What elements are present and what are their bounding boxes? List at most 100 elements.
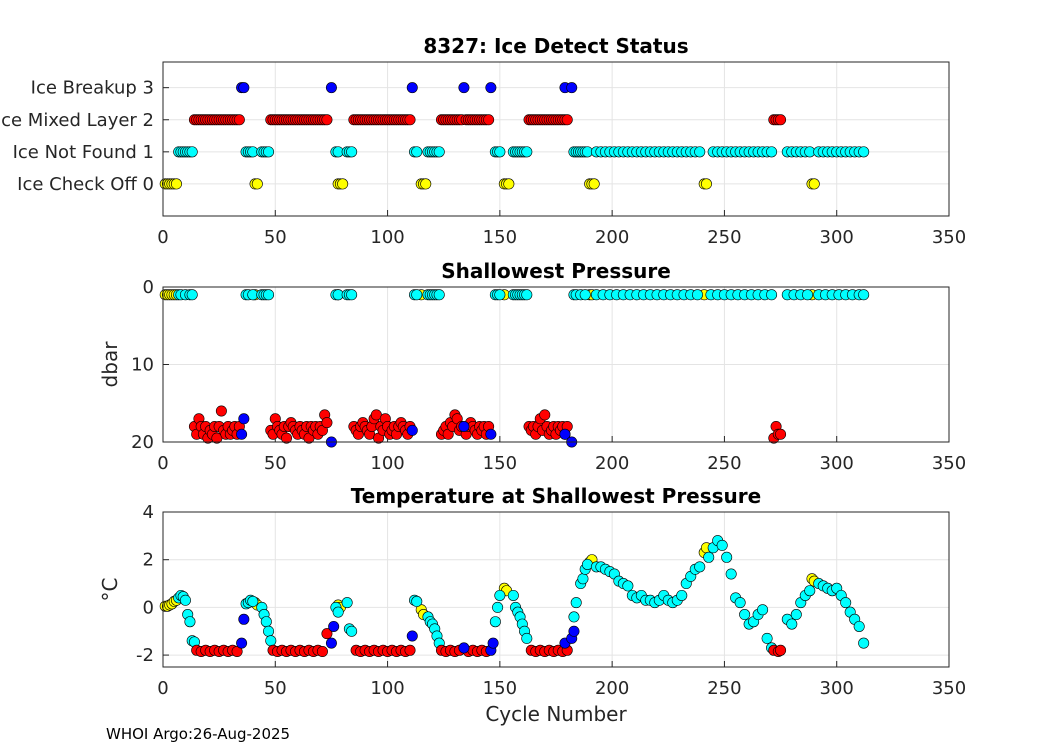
data-point	[734, 597, 746, 609]
data-point	[233, 114, 245, 126]
data-point	[840, 597, 852, 609]
data-point	[858, 146, 870, 158]
data-point	[579, 289, 591, 301]
data-point	[458, 82, 470, 94]
data-point	[238, 413, 250, 425]
data-point	[790, 609, 802, 621]
data-point	[858, 637, 870, 649]
data-point	[566, 82, 578, 94]
data-point	[251, 178, 263, 190]
x-tick-label: 250	[707, 453, 741, 474]
y-tick-label: Ice Not Found 1	[13, 142, 154, 163]
data-point	[265, 635, 277, 647]
data-point	[458, 642, 470, 654]
series-ice-not-found	[173, 146, 870, 158]
data-point	[703, 551, 715, 563]
x-tick-label: 300	[820, 453, 854, 474]
data-point	[622, 580, 634, 592]
data-point	[766, 289, 778, 301]
data-point	[236, 637, 248, 649]
plot-area	[163, 512, 949, 667]
data-point	[325, 637, 337, 649]
footer-credit: WHOI Argo:26-Aug-2025	[106, 725, 291, 743]
chart-panel-1: 0 50 100 150 200 250 300 350 Ice Check Off 0 Ice …	[0, 34, 966, 248]
data-point	[691, 289, 703, 301]
axes-frame	[162, 511, 950, 668]
data-point	[433, 289, 445, 301]
data-point	[503, 178, 515, 190]
data-point	[802, 289, 814, 301]
data-point	[236, 428, 248, 440]
x-tick-label: 250	[707, 678, 741, 699]
y-axis-label: °C	[98, 578, 122, 602]
data-point	[492, 601, 504, 613]
data-point	[739, 609, 751, 621]
data-point	[263, 289, 275, 301]
series-ice-breakup	[236, 82, 578, 94]
data-point	[694, 561, 706, 573]
y-tick-label: Ice Mixed Layer 2	[0, 110, 154, 131]
x-tick-label: 350	[932, 453, 966, 474]
data-point	[337, 178, 349, 190]
data-point	[588, 178, 600, 190]
data-point	[411, 289, 423, 301]
x-axis-label: Cycle Number	[485, 702, 627, 726]
x-tick-label: 0	[157, 453, 168, 474]
data-point	[485, 428, 497, 440]
data-point	[186, 146, 198, 158]
data-point	[808, 178, 820, 190]
y-tick-label: 10	[131, 355, 154, 376]
series-ice-breakup	[236, 613, 580, 656]
data-point	[321, 628, 333, 640]
data-point	[700, 178, 712, 190]
data-point	[332, 606, 344, 618]
chart-panel-2: 0 50 100 150 200 250 300 350 0 10 20 Shallowest Pre…	[98, 259, 966, 474]
y-tick-label: 20	[131, 432, 154, 453]
data-point	[411, 595, 423, 607]
x-tick-label: 50	[264, 678, 287, 699]
data-point	[483, 114, 495, 126]
data-point	[757, 604, 769, 616]
data-point	[494, 589, 506, 601]
data-point	[521, 632, 533, 644]
data-point	[406, 630, 418, 642]
data-point	[494, 289, 506, 301]
data-point	[404, 114, 416, 126]
x-tick-label: 0	[157, 227, 168, 248]
plot-area	[163, 62, 949, 216]
series-ice-mixed-layer	[191, 628, 787, 657]
data-point	[559, 428, 571, 440]
chart-title: Temperature at Shallowest Pressure	[351, 484, 761, 508]
x-tick-label: 100	[370, 227, 404, 248]
chart-title: 8327: Ice Detect Status	[423, 34, 688, 58]
y-axis-label: dbar	[98, 341, 122, 388]
data-point	[321, 114, 333, 126]
data-point	[561, 114, 573, 126]
x-tick-label: 50	[264, 227, 287, 248]
y-tick-label: Ice Breakup 3	[31, 78, 154, 99]
data-point	[341, 597, 353, 609]
y-tick-label: 2	[143, 550, 154, 571]
x-tick-label: 50	[264, 453, 287, 474]
data-point	[281, 432, 293, 444]
data-point	[406, 424, 418, 436]
data-point	[858, 289, 870, 301]
x-tick-label: 300	[820, 678, 854, 699]
series-ice-mixed-layer	[188, 114, 787, 126]
x-tick-label: 300	[820, 227, 854, 248]
data-point	[676, 589, 688, 601]
data-point	[721, 551, 733, 563]
data-point	[346, 146, 358, 158]
y-tick-label: 4	[143, 502, 154, 523]
data-point	[263, 146, 275, 158]
data-point	[433, 146, 445, 158]
data-point	[179, 594, 191, 606]
data-point	[568, 611, 580, 623]
data-point	[238, 82, 250, 94]
x-tick-label: 200	[595, 453, 629, 474]
y-tick-label: 0	[143, 597, 154, 618]
data-point	[238, 613, 250, 625]
data-point	[775, 428, 787, 440]
